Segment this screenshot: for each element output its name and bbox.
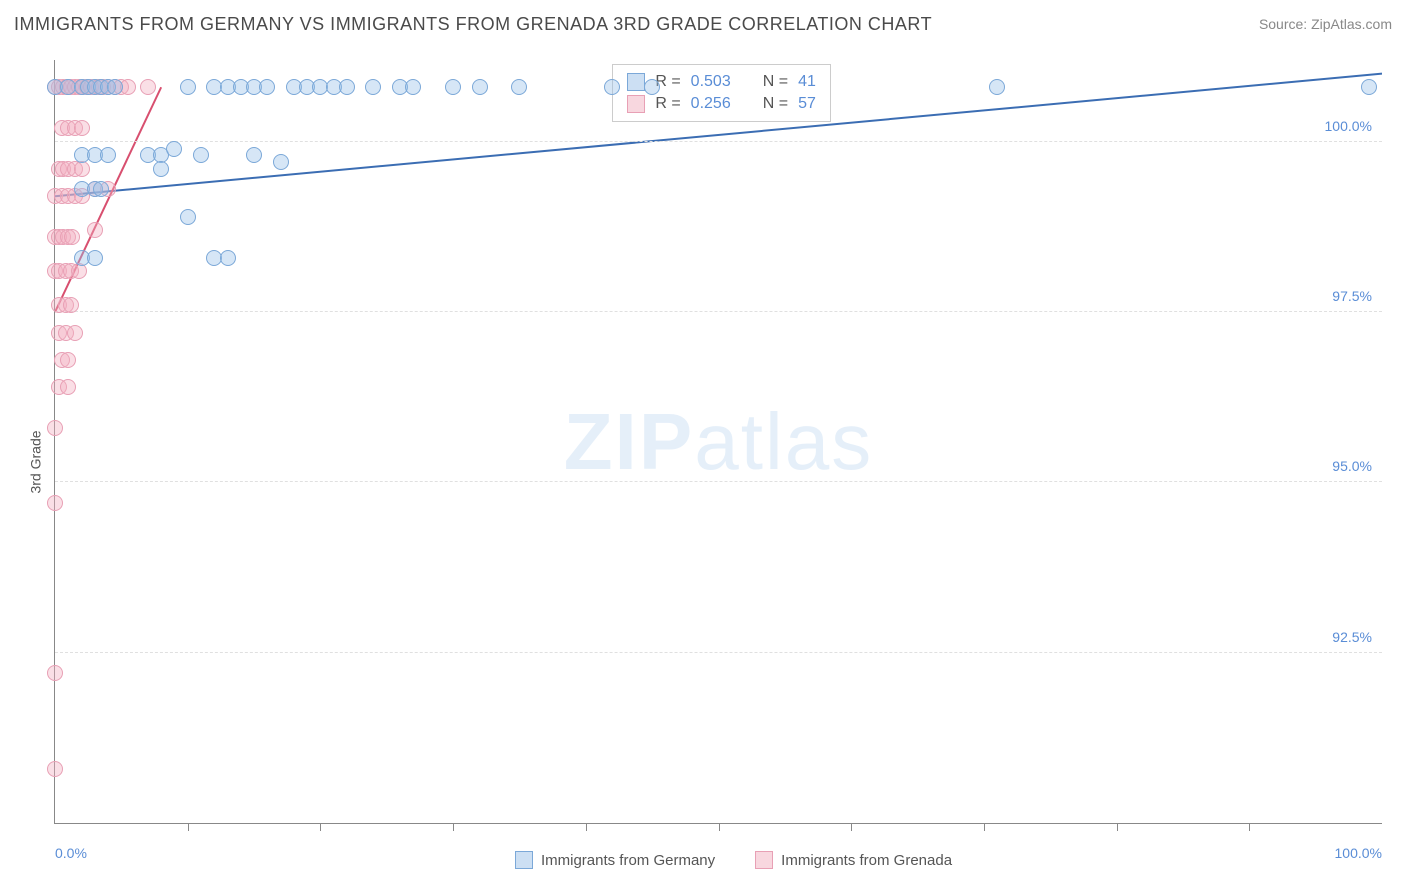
data-point [60,352,76,368]
r-label: R = [655,95,680,113]
data-point [193,147,209,163]
data-point [47,495,63,511]
source-value: ZipAtlas.com [1311,16,1392,32]
watermark-bold: ZIP [564,397,694,486]
data-point [71,263,87,279]
data-point [60,379,76,395]
data-point [246,147,262,163]
gridline-h [55,481,1382,482]
gridline-h [55,311,1382,312]
legend-row-grenada: R = 0.256 N = 57 [627,93,816,115]
data-point [140,79,156,95]
germany-n-value: 41 [798,73,816,91]
correlation-legend: R = 0.503 N = 41 R = 0.256 N = 57 [612,64,831,122]
data-point [180,209,196,225]
swatch-pink-icon [755,851,773,869]
x-tick [586,823,587,831]
source-label: Source: [1259,16,1311,32]
grenada-n-value: 57 [798,95,816,113]
data-point [107,79,123,95]
x-tick [719,823,720,831]
germany-r-value: 0.503 [691,73,731,91]
swatch-blue-icon [627,73,645,91]
data-point [445,79,461,95]
grenada-r-value: 0.256 [691,95,731,113]
source-attribution: Source: ZipAtlas.com [1259,16,1392,34]
y-tick-label: 92.5% [1332,629,1372,645]
gridline-h [55,141,1382,142]
swatch-blue-icon [515,851,533,869]
data-point [87,222,103,238]
data-point [472,79,488,95]
x-tick [453,823,454,831]
data-point [1361,79,1377,95]
series-legend: Immigrants from Germany Immigrants from … [95,851,1372,869]
x-tick-label-min: 0.0% [55,845,87,861]
legend-item-grenada: Immigrants from Grenada [755,851,952,869]
data-point [64,229,80,245]
x-tick-label-max: 100.0% [1335,845,1382,861]
data-point [365,79,381,95]
data-point [47,420,63,436]
grenada-series-label: Immigrants from Grenada [781,852,952,869]
x-tick [1117,823,1118,831]
data-point [604,79,620,95]
data-point [67,325,83,341]
x-tick [320,823,321,831]
n-label: N = [763,95,788,113]
data-point [339,79,355,95]
data-point [259,79,275,95]
scatter-plot-area: ZIPatlas R = 0.503 N = 41 R = 0.256 N = … [54,60,1382,824]
y-tick-label: 100.0% [1325,118,1372,134]
data-point [180,79,196,95]
y-tick-label: 97.5% [1332,288,1372,304]
data-point [153,161,169,177]
trend-lines [55,60,1382,823]
data-point [166,141,182,157]
data-point [220,250,236,266]
n-label: N = [763,73,788,91]
data-point [93,181,109,197]
data-point [47,665,63,681]
data-point [63,297,79,313]
y-tick-label: 95.0% [1332,458,1372,474]
germany-series-label: Immigrants from Germany [541,852,715,869]
data-point [100,147,116,163]
data-point [47,761,63,777]
x-tick [851,823,852,831]
gridline-h [55,652,1382,653]
data-point [273,154,289,170]
x-tick [1249,823,1250,831]
chart-title: IMMIGRANTS FROM GERMANY VS IMMIGRANTS FR… [14,14,932,35]
data-point [87,250,103,266]
data-point [511,79,527,95]
watermark-light: atlas [694,397,873,486]
y-axis-label: 3rd Grade [28,430,44,493]
data-point [405,79,421,95]
data-point [74,120,90,136]
data-point [74,161,90,177]
swatch-pink-icon [627,95,645,113]
x-tick [188,823,189,831]
x-tick [984,823,985,831]
legend-item-germany: Immigrants from Germany [515,851,715,869]
data-point [989,79,1005,95]
data-point [644,79,660,95]
watermark: ZIPatlas [564,396,873,488]
